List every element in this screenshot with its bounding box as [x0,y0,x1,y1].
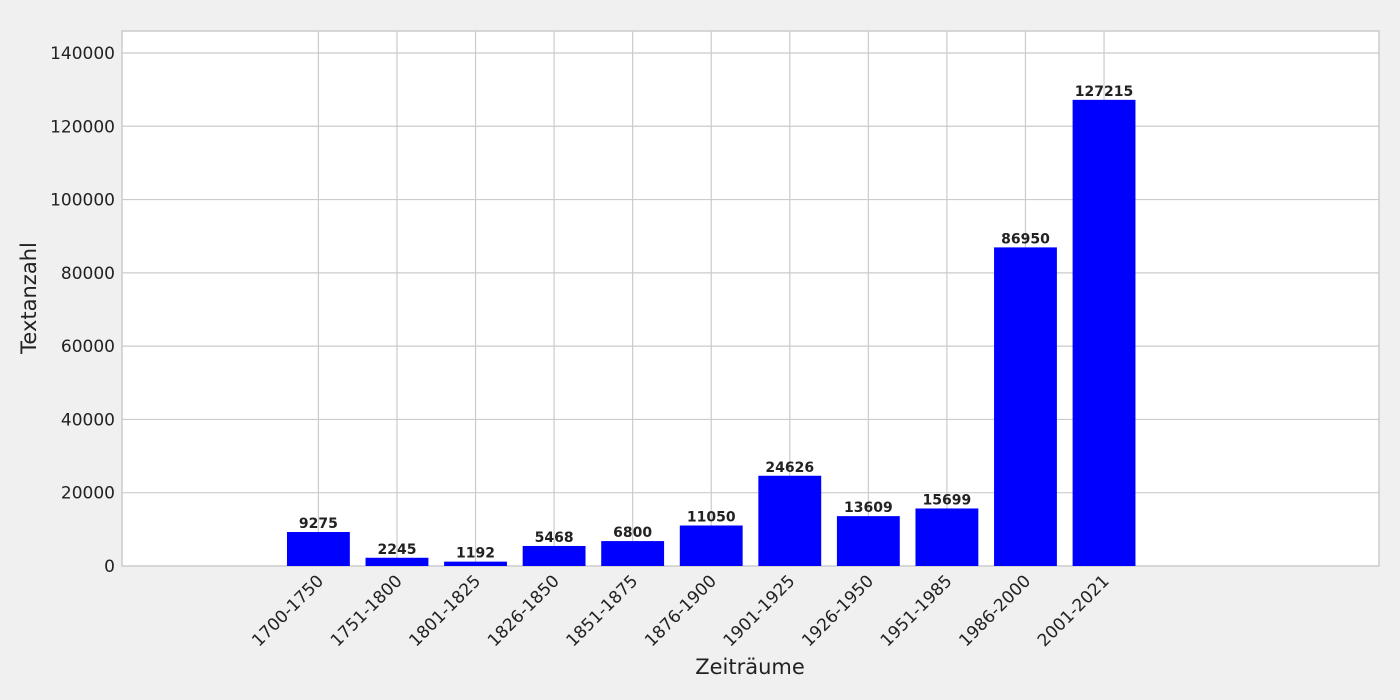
x-axis-title: Zeiträume [695,655,805,679]
bar-value-label: 9275 [299,516,338,532]
y-tick-label: 60000 [61,337,115,357]
x-axis-ticks: 1700-17501751-18001801-18251826-18501851… [248,571,1113,651]
bar-value-labels: 9275 2245 1192 5468 6800 11050 24626 13609 15699… [299,84,1133,562]
bar [994,247,1057,567]
bar [522,545,586,566]
bar [679,525,743,566]
plot-area [121,30,1380,567]
bar-value-label: 86950 [1001,231,1050,247]
y-axis-ticks: 0 20000 40000 60000 80000 100000 120000 140000 [50,44,115,577]
y-tick-label: 40000 [61,410,115,430]
bar [444,561,507,566]
bar-value-label: 11050 [687,510,736,526]
x-tick-label: 2001-2021 [1034,571,1114,651]
bar [365,557,429,566]
x-tick-label: 1700-1750 [248,571,328,651]
x-tick-label: 1851-1875 [563,571,643,651]
bar [286,532,350,566]
bar [601,541,665,566]
y-tick-label: 140000 [50,44,115,64]
bar-value-label: 15699 [923,492,972,508]
x-tick-label: 1926-1950 [798,571,878,651]
bar-value-label: 24626 [765,460,814,476]
y-tick-label: 80000 [61,264,115,284]
x-tick-label: 1801-1825 [405,571,485,651]
bar-value-label: 13609 [844,500,893,516]
x-tick-label: 1901-1925 [720,571,800,651]
y-tick-label: 20000 [61,484,115,504]
bar-value-label: 2245 [377,542,416,558]
y-tick-label: 120000 [50,117,115,137]
bar-value-label: 6800 [613,525,652,541]
bars [286,99,1136,567]
bar-value-label: 127215 [1075,84,1133,100]
x-tick-label: 1876-1900 [641,571,721,651]
x-tick-label: 1751-1800 [327,571,407,651]
bar-value-label: 5468 [535,530,574,546]
bar [915,508,979,566]
x-tick-label: 1826-1850 [484,571,564,651]
y-axis-title: Textanzahl [17,242,41,355]
bar [1072,99,1136,566]
y-tick-label: 100000 [50,191,115,211]
x-tick-label: 1951-1985 [877,571,957,651]
bar [758,475,822,566]
x-tick-label: 1986-2000 [955,571,1035,651]
y-tick-label: 0 [104,557,115,577]
bar-value-label: 1192 [456,546,495,562]
bar [836,516,900,566]
